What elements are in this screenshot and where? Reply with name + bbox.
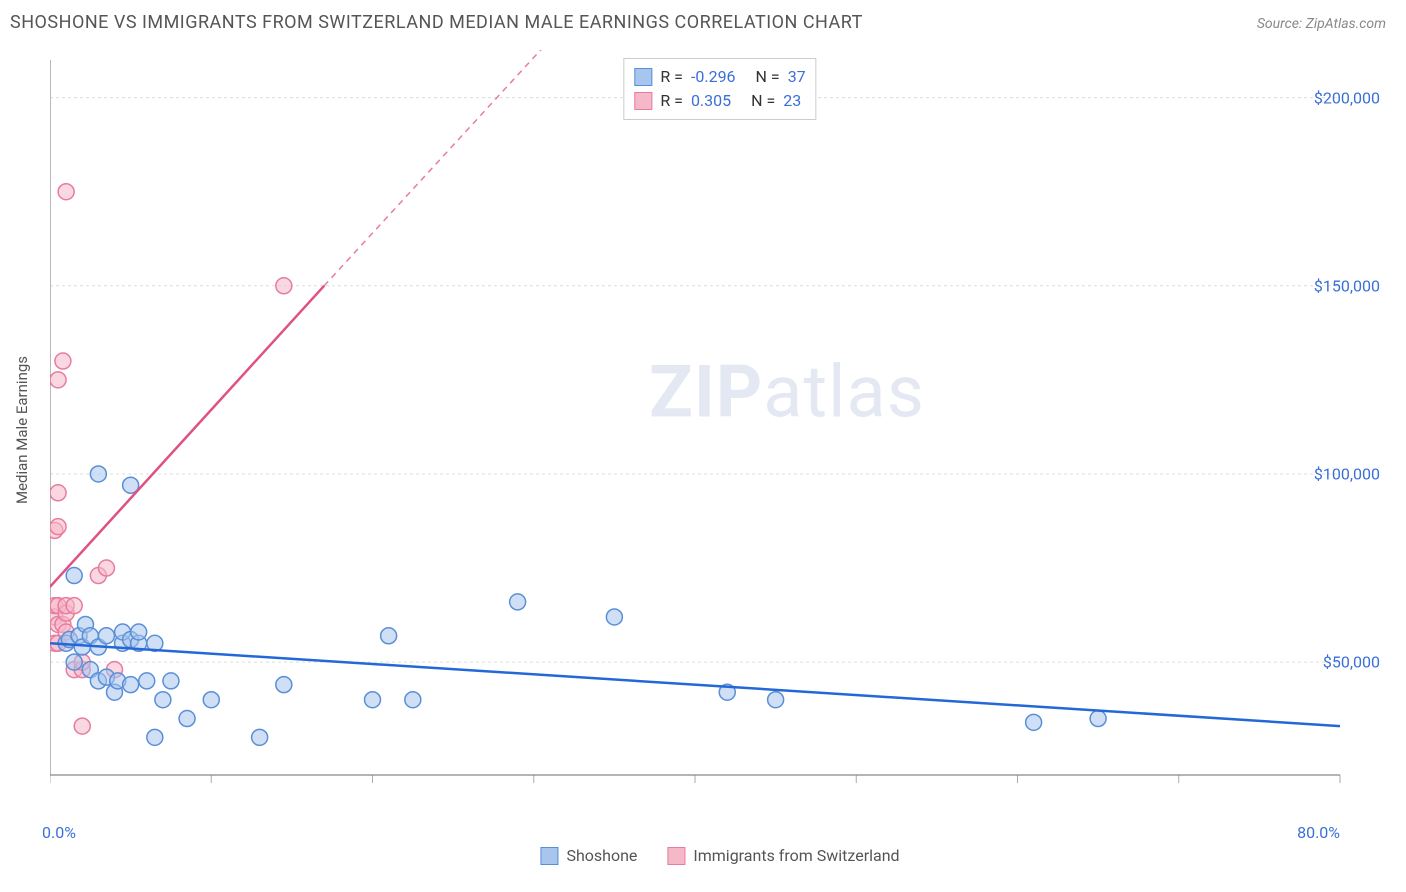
y-tick-label: $150,000 xyxy=(1314,276,1380,295)
n-label-2: N = xyxy=(751,89,775,113)
r-label-2: R = xyxy=(660,89,683,113)
legend-swatch-blue xyxy=(540,847,558,865)
r-value-2: 0.305 xyxy=(691,89,731,113)
r-value-1: -0.296 xyxy=(691,65,736,89)
chart-title: SHOSHONE VS IMMIGRANTS FROM SWITZERLAND … xyxy=(10,12,863,33)
swatch-blue xyxy=(634,68,652,86)
legend-item-switzerland: Immigrants from Switzerland xyxy=(667,846,899,865)
stats-row-2: R = 0.305 N = 23 xyxy=(634,89,805,113)
chart-header: SHOSHONE VS IMMIGRANTS FROM SWITZERLAND … xyxy=(0,0,1406,37)
y-axis-label: Median Male Earnings xyxy=(13,356,31,504)
chart-source: Source: ZipAtlas.com xyxy=(1257,16,1386,32)
bottom-legend: Shoshone Immigrants from Switzerland xyxy=(540,846,899,865)
n-value-2: 23 xyxy=(783,89,801,113)
stats-legend: R = -0.296 N = 37 R = 0.305 N = 23 xyxy=(623,58,816,120)
n-label-1: N = xyxy=(756,65,780,89)
x-end-label: 80.0% xyxy=(1297,823,1340,842)
legend-item-shoshone: Shoshone xyxy=(540,846,637,865)
legend-swatch-pink xyxy=(667,847,685,865)
x-start-label: 0.0% xyxy=(42,823,76,842)
r-label-1: R = xyxy=(660,65,683,89)
n-value-1: 37 xyxy=(788,65,806,89)
scatter-plot xyxy=(50,50,1390,810)
y-tick-label: $50,000 xyxy=(1323,653,1380,672)
y-tick-label: $200,000 xyxy=(1314,88,1380,107)
legend-label-switzerland: Immigrants from Switzerland xyxy=(693,846,899,865)
stats-row-1: R = -0.296 N = 37 xyxy=(634,65,805,89)
legend-label-shoshone: Shoshone xyxy=(566,846,637,865)
swatch-pink xyxy=(634,92,652,110)
y-tick-label: $100,000 xyxy=(1314,464,1380,483)
chart-area: Median Male Earnings ZIPatlas R = -0.296… xyxy=(50,50,1390,810)
